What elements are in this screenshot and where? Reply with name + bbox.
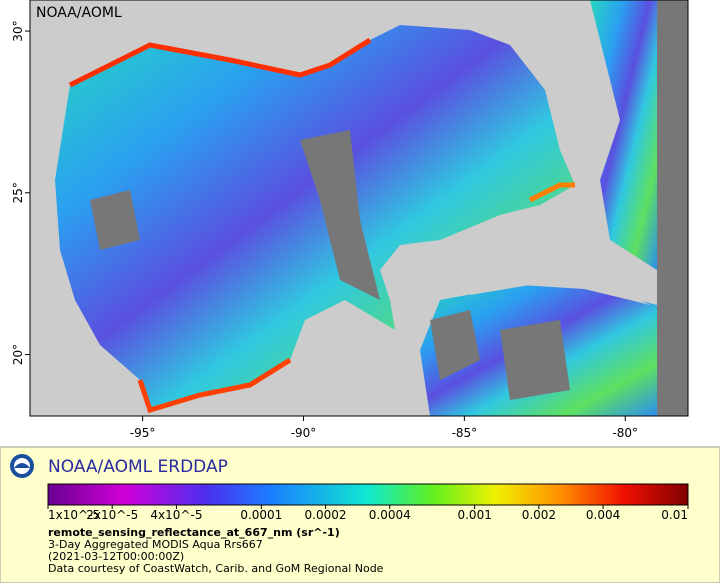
x-tick-label: -95° xyxy=(130,426,156,440)
coastal-bloom xyxy=(528,182,575,203)
colorbar-tick-label: 0.0001 xyxy=(240,508,282,522)
cloud xyxy=(300,130,380,300)
colorbar-tick-label: 4x10^-5 xyxy=(150,508,202,522)
watermark: NOAA/AOML xyxy=(36,5,122,21)
cuba xyxy=(470,268,650,305)
logo-bird xyxy=(14,463,30,468)
colorbar-tick-label: 0.004 xyxy=(586,508,620,522)
colorbar-tick-label: 0.0004 xyxy=(369,508,411,522)
coastal-bloom xyxy=(137,357,292,414)
credit: Data courtesy of CoastWatch, Carib. and … xyxy=(48,562,384,575)
colorbar xyxy=(47,483,689,506)
y-tick-label: 25° xyxy=(11,182,25,203)
cloud xyxy=(430,310,480,380)
cloud xyxy=(500,320,570,400)
map-area: NOAA/AOML xyxy=(29,0,689,417)
legend-panel xyxy=(0,446,720,584)
atlantic-water xyxy=(590,0,657,270)
colorbar-tick-label: 0.002 xyxy=(522,508,556,522)
x-tick-label: -90° xyxy=(291,426,317,440)
dataset-name: 3-Day Aggregated MODIS Aqua Rrs667 xyxy=(48,538,263,551)
map-frame xyxy=(29,0,689,417)
variable-name: remote_sensing_reflectance_at_667_nm (sr… xyxy=(48,526,340,539)
y-tick-label: 20° xyxy=(11,344,25,365)
colorbar-tick-label: 1x10^-5 xyxy=(48,508,100,522)
no-data-strip xyxy=(657,0,688,416)
time-stamp: (2021-03-12T00:00:00Z) xyxy=(48,550,184,563)
colorbar-tick-label: 2x10^-5 xyxy=(86,508,138,522)
legend-title: NOAA/AOML ERDDAP xyxy=(48,457,228,477)
colorbar-tick-label: 0.0002 xyxy=(305,508,347,522)
x-tick-label: -85° xyxy=(452,426,478,440)
cloud xyxy=(90,190,140,250)
noaa-logo xyxy=(10,454,34,478)
colorbar-tick-label: 0.01 xyxy=(661,508,688,522)
coastal-bloom xyxy=(68,37,372,88)
gulf-water xyxy=(55,25,575,410)
colorbar-tick-label: 0.001 xyxy=(457,508,491,522)
y-tick-label: 30° xyxy=(11,20,25,41)
x-tick-label: -80° xyxy=(612,426,638,440)
